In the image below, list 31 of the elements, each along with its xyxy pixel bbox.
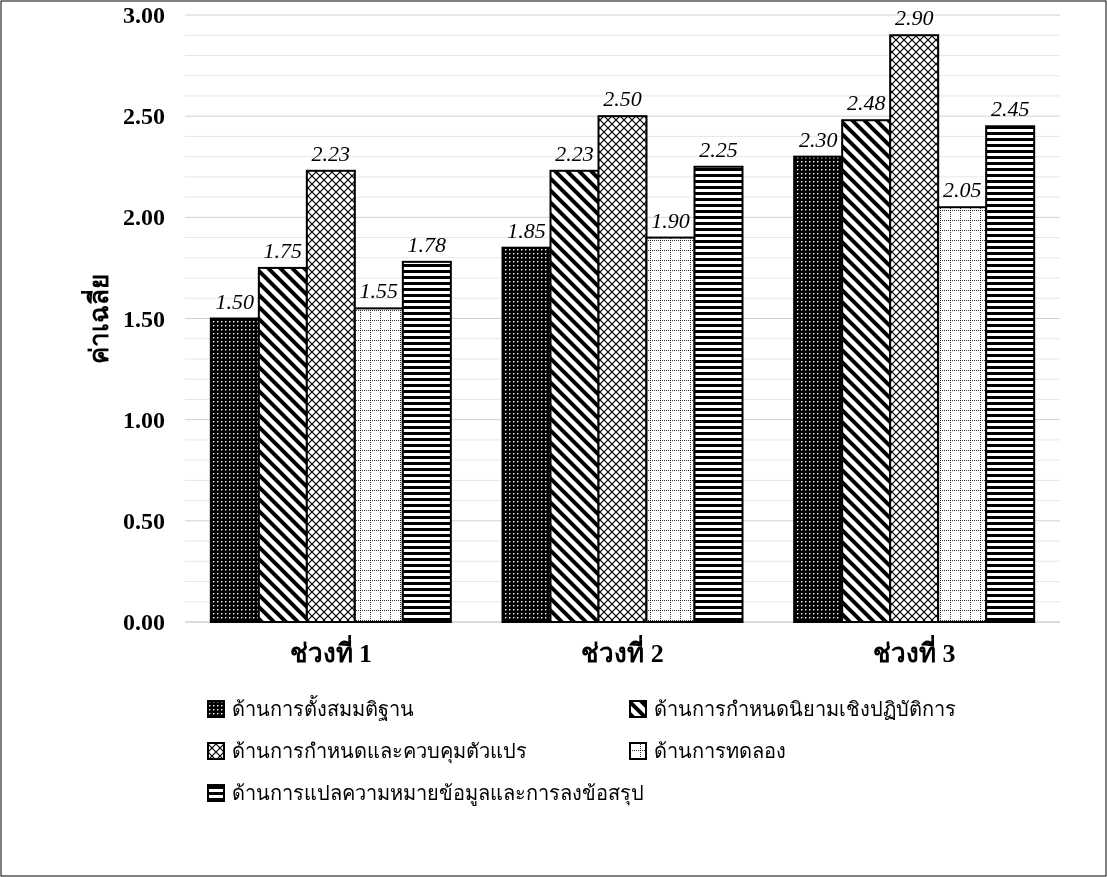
data-label: 2.90 <box>894 5 934 31</box>
legend-label: ด้านการแปลความหมายข้อมูลและการลงข้อสรุป <box>232 782 644 806</box>
data-label: 1.90 <box>651 207 690 233</box>
y-tick-label: 1.50 <box>123 305 165 332</box>
x-tick-label: ช่วงที่ 2 <box>581 634 664 668</box>
legend-label: ด้านการกำหนดและควบคุมตัวแปร <box>232 740 527 764</box>
y-tick-label: 2.00 <box>123 204 165 231</box>
legend-label: ด้านการทดลอง <box>654 740 786 762</box>
legend-label: ด้านการตั้งสมมติฐาน <box>232 695 414 721</box>
data-label: 2.45 <box>990 96 1030 122</box>
data-label: 2.48 <box>846 90 886 116</box>
data-label: 2.25 <box>699 136 738 162</box>
y-tick-label: 3.00 <box>123 2 165 28</box>
x-tick-label: ช่วงที่ 1 <box>289 634 373 668</box>
data-label: 2.50 <box>603 86 642 112</box>
data-label: 2.30 <box>798 126 838 152</box>
data-label: 2.23 <box>311 140 351 166</box>
data-label: 1.55 <box>359 278 399 304</box>
data-label: 2.05 <box>942 177 982 203</box>
data-label: 1.50 <box>215 288 255 314</box>
y-tick-label: 0.00 <box>123 609 165 635</box>
y-tick-label: 2.50 <box>123 103 165 130</box>
data-label: 1.85 <box>507 217 546 243</box>
data-label: 1.78 <box>407 231 447 257</box>
y-axis-title: ค่าเฉลี่ย <box>80 273 114 364</box>
y-tick-label: 0.50 <box>123 507 165 534</box>
legend-label: ด้านการกำหนดนิยามเชิงปฏิบัติการ <box>654 698 956 720</box>
data-label: 2.23 <box>555 140 594 166</box>
y-tick-label: 1.00 <box>123 406 165 433</box>
x-tick-label: ช่วงที่ 3 <box>872 634 956 668</box>
data-label: 1.75 <box>263 237 303 263</box>
